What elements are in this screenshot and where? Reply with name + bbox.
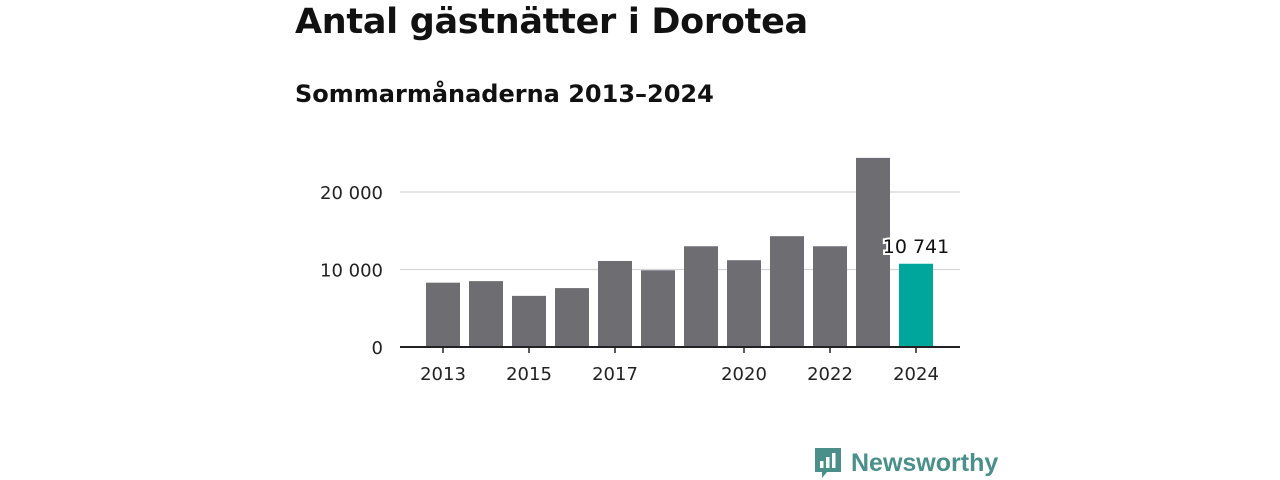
bar xyxy=(727,260,761,347)
bar xyxy=(856,157,890,347)
bar xyxy=(426,282,460,347)
x-tick-label: 2017 xyxy=(592,364,638,385)
newsworthy-logo: Newsworthy xyxy=(813,446,998,480)
y-tick-label: 0 xyxy=(372,338,383,359)
bar xyxy=(684,246,718,347)
x-tick-label: 2015 xyxy=(506,364,552,385)
bar xyxy=(770,236,804,347)
bar-highlight xyxy=(899,263,933,347)
y-tick-label: 10 000 xyxy=(320,261,383,282)
x-tick-label: 2013 xyxy=(420,364,466,385)
bar xyxy=(598,260,632,347)
x-tick-label: 2020 xyxy=(721,364,767,385)
x-tick-label: 2022 xyxy=(807,364,853,385)
newsworthy-logo-icon xyxy=(815,448,841,478)
bar xyxy=(555,288,589,347)
chart-title: Antal gästnätter i Dorotea xyxy=(295,2,808,42)
chart-subtitle: Sommarmånaderna 2013–2024 xyxy=(295,80,714,108)
bar xyxy=(512,295,546,347)
bar xyxy=(813,246,847,347)
bar xyxy=(469,281,503,347)
y-tick-label: 20 000 xyxy=(320,183,383,204)
bar xyxy=(641,270,675,347)
data-label: 10 741 xyxy=(883,236,949,258)
x-tick-label: 2024 xyxy=(893,364,939,385)
logo-text: Newsworthy xyxy=(851,448,999,477)
